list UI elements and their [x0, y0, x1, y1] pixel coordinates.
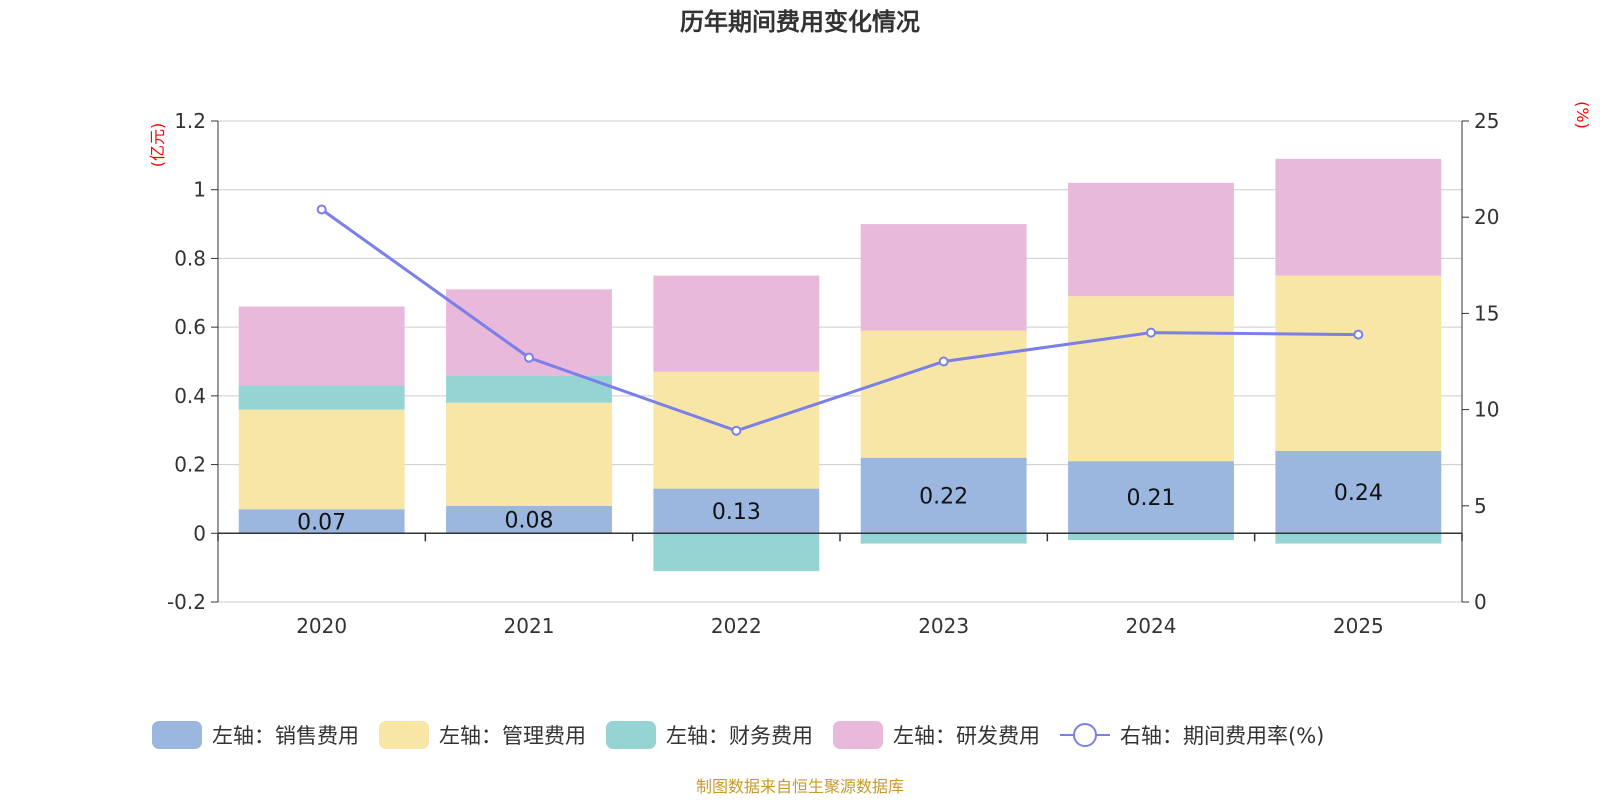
legend-item[interactable]: 右轴：期间费用率(%)	[1060, 723, 1324, 748]
bar-segment	[238, 385, 405, 410]
bar-labels: 0.07 0.08 0.13 0.22 0.21 0.24	[297, 481, 1383, 535]
bar-data-label: 0.07	[297, 510, 346, 535]
bar-segment	[653, 533, 820, 572]
right-axis-tick-label: 25	[1474, 109, 1499, 133]
legend-swatch-icon	[379, 721, 429, 749]
legend[interactable]: 左轴：销售费用 左轴：管理费用 左轴：财务费用 左轴：研发费用 右轴：期间费用率(%)	[152, 721, 1324, 749]
legend-label: 右轴：期间费用率(%)	[1120, 724, 1324, 748]
left-axis-tick-label: 0	[193, 521, 206, 545]
legend-label: 左轴：财务费用	[666, 724, 813, 748]
x-axis-tick-label: 2023	[918, 614, 969, 638]
bar-segment	[860, 533, 1027, 544]
bar-data-label: 0.22	[919, 484, 968, 509]
line-point	[316, 204, 327, 215]
bar-segment	[653, 488, 820, 534]
x-axis-tick-label: 2022	[711, 614, 762, 638]
bar-segment	[1275, 275, 1442, 451]
left-axis-tick-label: 1	[193, 178, 206, 202]
bar-segment	[446, 402, 612, 506]
bar-segment	[446, 505, 612, 534]
bar-segment	[238, 306, 405, 386]
chart-title: 历年期间费用变化情况	[680, 8, 920, 36]
left-axis-tick-label: 0.4	[174, 384, 206, 408]
bar-segment	[1275, 450, 1442, 534]
line-point	[1146, 327, 1156, 338]
right-axis-unit: (%)	[1573, 101, 1592, 129]
line-path	[320, 208, 1359, 433]
legend-item[interactable]: 左轴：财务费用	[606, 721, 813, 749]
right-axis-tick-label: 20	[1474, 205, 1499, 229]
right-axis-tick-label: 0	[1474, 590, 1487, 614]
bar-data-label: 0.24	[1334, 481, 1383, 506]
expense-rate-line	[316, 204, 1364, 436]
bar-segment	[653, 275, 820, 372]
bar-segment	[1275, 158, 1442, 276]
bar-segment	[1068, 461, 1234, 534]
left-axis-tick-label: 1.2	[174, 109, 206, 133]
legend-swatch-icon	[833, 721, 883, 749]
bar-segment	[1068, 296, 1234, 462]
line-point	[524, 352, 534, 363]
bar-data-label: 0.13	[712, 500, 761, 525]
bar-segment	[1068, 533, 1234, 541]
left-axis-unit: (亿元)	[148, 123, 167, 168]
legend-swatch-icon	[152, 721, 202, 749]
right-axis-tick-label: 5	[1474, 494, 1487, 518]
bar-data-label: 0.21	[1127, 486, 1176, 511]
x-axis-tick-label: 2020	[296, 614, 347, 638]
bar-segment	[1068, 182, 1234, 297]
legend-item[interactable]: 左轴：管理费用	[379, 721, 586, 749]
bar-segment	[446, 375, 612, 403]
x-axis-tick-label: 2025	[1333, 614, 1384, 638]
left-axis-tick-label: -0.2	[167, 590, 206, 614]
bar-segment	[238, 409, 405, 510]
legend-circle-icon	[1073, 723, 1097, 747]
left-axis-tick-label: 0.2	[174, 453, 206, 477]
legend-label: 左轴：销售费用	[212, 724, 359, 748]
legend-label: 左轴：管理费用	[439, 724, 586, 748]
bars	[238, 158, 1442, 572]
bar-segment	[238, 509, 405, 534]
x-axis-tick-label: 2021	[504, 614, 555, 638]
line-point	[731, 425, 742, 436]
left-axis-tick-label: 0.6	[174, 315, 206, 339]
bar-segment	[860, 457, 1027, 534]
source-note: 制图数据来自恒生聚源数据库	[696, 777, 904, 796]
line-point	[1353, 329, 1364, 340]
x-axis-tick-label: 2024	[1126, 614, 1177, 638]
legend-item[interactable]: 左轴：销售费用	[152, 721, 359, 749]
left-axis-tick-label: 0.8	[174, 246, 206, 270]
legend-item[interactable]: 左轴：研发费用	[833, 721, 1040, 749]
bar-segment	[860, 224, 1027, 331]
right-axis-tick-label: 10	[1474, 398, 1499, 422]
legend-label: 左轴：研发费用	[893, 724, 1040, 748]
legend-swatch-icon	[606, 721, 656, 749]
bar-segment	[1275, 533, 1442, 544]
bar-segment	[860, 330, 1027, 458]
right-axis-tick-label: 15	[1474, 301, 1499, 325]
line-point	[938, 356, 949, 367]
bar-data-label: 0.08	[505, 509, 554, 534]
